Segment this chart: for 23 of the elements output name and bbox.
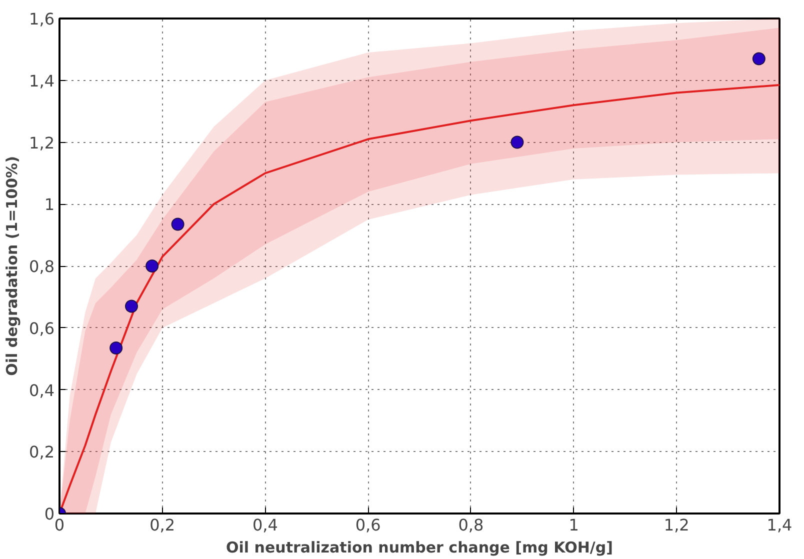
point [146,260,159,272]
y-tick-label: 0,8 [29,257,55,276]
x-tick-label: 0,8 [458,516,484,534]
y-tick-label: 0,6 [29,318,55,338]
x-tick-label: 1 [568,516,579,534]
point [110,341,123,354]
point [752,52,766,66]
x-tick-label: 1,2 [664,516,690,534]
y-axis-title: Oil degradation (1=100%) [3,156,22,376]
x-tick-label: 0,4 [252,516,278,534]
y-tick-label: 0,4 [29,380,55,400]
y-tick-label: 0,2 [29,442,55,462]
y-tick-label: 1,6 [29,10,55,28]
point [125,300,138,313]
x-tick-label: 0,2 [150,516,176,534]
y-tick-label: 1,2 [29,133,55,152]
x-axis-title: Oil neutralization number change [mg KOH/g] [226,538,613,556]
y-tick-label: 1,4 [29,71,55,90]
x-tick-label: 1,4 [766,516,792,534]
point [510,136,524,149]
x-tick-label: 0,6 [355,516,381,534]
point [171,218,184,231]
y-tick-label: 1 [44,195,55,214]
